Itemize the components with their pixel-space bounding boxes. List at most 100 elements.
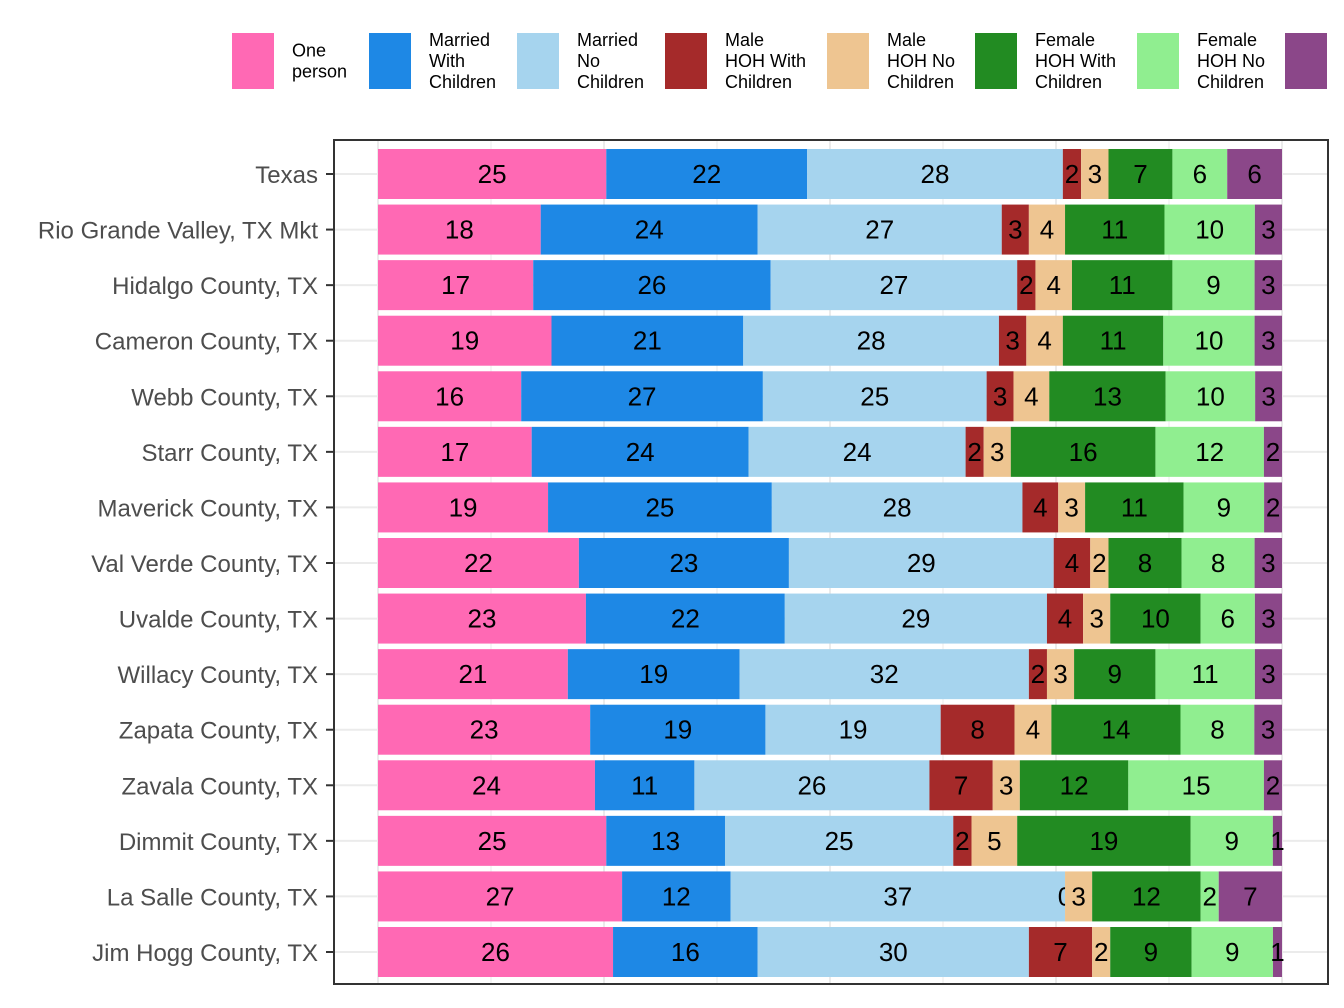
bar-segment [1014,704,1052,755]
data-label: 25 [645,492,674,522]
bar-segment [1254,593,1282,644]
y-tick-label: Dimmit County, TX [119,829,318,856]
data-label: 4 [1040,215,1054,245]
plot-border [333,139,1329,985]
bar-segment [378,482,549,533]
bar-segment [1200,871,1219,922]
data-label: 3 [1261,326,1275,356]
data-label: 29 [907,548,936,578]
data-label: 21 [633,326,662,356]
bar-segment [965,426,984,477]
bar-segment [1155,649,1255,700]
data-label: 26 [637,270,666,300]
legend-key [827,33,869,89]
bar-segment [1053,538,1091,588]
data-label: 28 [857,326,886,356]
bar-segment [1058,482,1086,533]
legend-key [1137,33,1179,89]
bar-segment [1254,538,1282,588]
y-tick-label: Webb County, TX [131,384,318,411]
data-label: 3 [1071,881,1085,911]
data-label: 19 [449,492,478,522]
data-label: 2 [1031,659,1045,689]
data-label: 37 [883,881,912,911]
bar-segment [1181,538,1255,588]
data-label: 11 [1109,270,1136,300]
bar-segment [590,704,766,755]
bar-segment [567,649,740,700]
data-label: 1 [1270,937,1284,967]
bar-segment [1108,538,1182,588]
bar-segment [594,760,695,811]
bar-segment [724,815,954,866]
y-tick-label: Texas [255,162,318,189]
data-label: 24 [635,215,664,245]
data-label: 11 [631,770,658,800]
data-label: 22 [692,159,721,189]
bar-segment [765,704,941,755]
data-label: 25 [860,381,889,411]
bar-segment [378,593,586,644]
bar-segment [1108,149,1173,199]
y-tick-label: Cameron County, TX [95,329,318,356]
data-label: 13 [1093,381,1122,411]
data-label: 2 [1266,492,1280,522]
bar-segment [784,593,1047,644]
bar-segment [1200,593,1255,644]
bar-segment [992,760,1020,811]
y-tick-label: Hidalgo County, TX [112,273,318,300]
data-label: 25 [478,826,507,856]
data-label: 4 [1026,715,1040,745]
data-label: 24 [843,437,872,467]
data-label: 3 [1261,548,1275,578]
bar-segment [548,482,772,533]
data-label: 24 [626,437,655,467]
bar-segment [1046,593,1084,644]
data-label: 11 [1121,492,1148,522]
y-tick-label: Uvalde County, TX [119,607,318,634]
bar-segment [1254,704,1282,755]
bar-segment [983,426,1011,477]
bar-segment [1017,815,1191,866]
data-label: 24 [472,770,501,800]
bar-segment [1191,927,1273,977]
data-label: 3 [1261,381,1275,411]
legend-key [517,33,559,89]
bar-segment [378,538,579,588]
bar-segment [807,149,1063,199]
data-label: 1 [1270,826,1284,856]
bar-segment [1254,204,1282,255]
data-label: 3 [1089,604,1103,634]
data-label: 6 [1221,604,1235,634]
data-label: 2 [1202,881,1216,911]
data-label: 4 [1037,326,1051,356]
legend-key [232,33,274,89]
bar-segment [788,538,1054,588]
data-label: 14 [1101,715,1130,745]
data-label: 12 [1195,437,1224,467]
bar-segment [622,871,731,922]
bar-segment [1085,482,1184,533]
bar-segment [1065,204,1165,255]
bar-segment [1272,815,1282,866]
legend-key [975,33,1017,89]
data-label: 11 [1100,326,1127,356]
data-label: 10 [1141,604,1170,634]
y-tick-label: Starr County, TX [141,440,318,467]
legend-key [1285,33,1327,89]
data-label: 3 [1261,659,1275,689]
data-label: 29 [901,604,930,634]
data-label: 4 [1046,270,1060,300]
bar-segment [1074,649,1156,700]
bar-segment [1090,538,1109,588]
data-label: 3 [1064,492,1078,522]
bar-segment [1062,315,1164,366]
data-label: 9 [1225,826,1239,856]
bar-segment [378,815,607,866]
bar-segment [521,371,763,422]
data-label: 11 [1192,659,1219,689]
bar-segment [1254,649,1282,700]
bar-segment [1264,482,1282,533]
bar-segment [940,704,1015,755]
data-label: 2 [1094,937,1108,967]
